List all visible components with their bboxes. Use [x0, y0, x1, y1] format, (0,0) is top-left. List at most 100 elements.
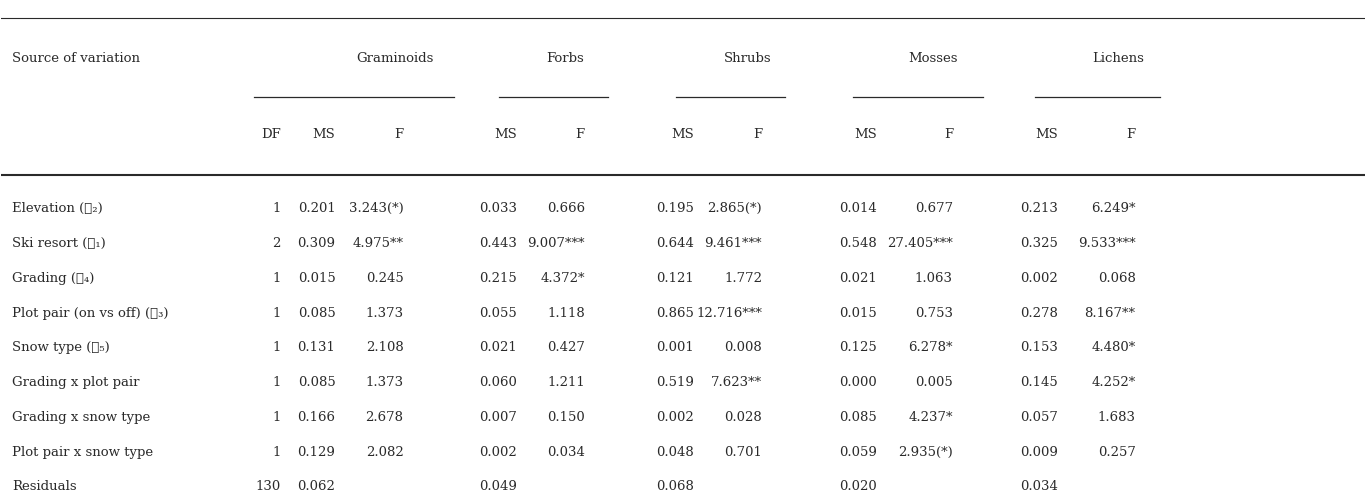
- Text: 2.108: 2.108: [366, 341, 403, 354]
- Text: 0.701: 0.701: [724, 446, 762, 458]
- Text: Grading x plot pair: Grading x plot pair: [12, 376, 139, 389]
- Text: 0.325: 0.325: [1020, 237, 1057, 250]
- Text: 0.068: 0.068: [656, 481, 694, 493]
- Text: 4.372*: 4.372*: [541, 272, 585, 285]
- Text: 4.252*: 4.252*: [1091, 376, 1135, 389]
- Text: Plot pair (on vs off) (ℓ₃): Plot pair (on vs off) (ℓ₃): [12, 307, 169, 319]
- Text: 0.028: 0.028: [724, 411, 762, 424]
- Text: F: F: [944, 128, 953, 141]
- Text: 0.005: 0.005: [915, 376, 953, 389]
- Text: 0.034: 0.034: [1020, 481, 1057, 493]
- Text: 0.865: 0.865: [656, 307, 694, 319]
- Text: 8.167**: 8.167**: [1085, 307, 1135, 319]
- Text: 0.121: 0.121: [656, 272, 694, 285]
- Text: Grading x snow type: Grading x snow type: [12, 411, 150, 424]
- Text: 4.480*: 4.480*: [1091, 341, 1135, 354]
- Text: 0.150: 0.150: [548, 411, 585, 424]
- Text: F: F: [575, 128, 585, 141]
- Text: 0.245: 0.245: [366, 272, 403, 285]
- Text: 27.405***: 27.405***: [887, 237, 953, 250]
- Text: 1: 1: [272, 446, 281, 458]
- Text: 4.975**: 4.975**: [352, 237, 403, 250]
- Text: 2.678: 2.678: [366, 411, 403, 424]
- Text: Snow type (ℓ₅): Snow type (ℓ₅): [12, 341, 111, 354]
- Text: 0.085: 0.085: [298, 376, 336, 389]
- Text: 0.000: 0.000: [839, 376, 877, 389]
- Text: 1.373: 1.373: [366, 376, 403, 389]
- Text: 1.118: 1.118: [548, 307, 585, 319]
- Text: Graminoids: Graminoids: [355, 52, 433, 65]
- Text: Lichens: Lichens: [1091, 52, 1143, 65]
- Text: 0.213: 0.213: [1020, 202, 1057, 215]
- Text: 9.007***: 9.007***: [527, 237, 585, 250]
- Text: 0.055: 0.055: [479, 307, 516, 319]
- Text: Forbs: Forbs: [546, 52, 585, 65]
- Text: MS: MS: [494, 128, 516, 141]
- Text: 130: 130: [255, 481, 281, 493]
- Text: 0.015: 0.015: [839, 307, 877, 319]
- Text: 0.427: 0.427: [546, 341, 585, 354]
- Text: 0.519: 0.519: [656, 376, 694, 389]
- Text: Plot pair x snow type: Plot pair x snow type: [12, 446, 153, 458]
- Text: 2.082: 2.082: [366, 446, 403, 458]
- Text: 0.443: 0.443: [479, 237, 516, 250]
- Text: 7.623**: 7.623**: [710, 376, 762, 389]
- Text: 1: 1: [272, 341, 281, 354]
- Text: 0.062: 0.062: [298, 481, 336, 493]
- Text: 0.068: 0.068: [1098, 272, 1135, 285]
- Text: 2: 2: [272, 237, 281, 250]
- Text: Elevation (ℓ₂): Elevation (ℓ₂): [12, 202, 102, 215]
- Text: 6.249*: 6.249*: [1091, 202, 1135, 215]
- Text: 3.243(*): 3.243(*): [348, 202, 403, 215]
- Text: MS: MS: [671, 128, 694, 141]
- Text: 1: 1: [272, 307, 281, 319]
- Text: 0.002: 0.002: [479, 446, 516, 458]
- Text: 0.644: 0.644: [656, 237, 694, 250]
- Text: 0.129: 0.129: [298, 446, 336, 458]
- Text: 0.021: 0.021: [479, 341, 516, 354]
- Text: 0.125: 0.125: [839, 341, 877, 354]
- Text: 0.166: 0.166: [298, 411, 336, 424]
- Text: Grading (ℓ₄): Grading (ℓ₄): [12, 272, 94, 285]
- Text: 0.145: 0.145: [1020, 376, 1057, 389]
- Text: 1.211: 1.211: [548, 376, 585, 389]
- Text: Residuals: Residuals: [12, 481, 76, 493]
- Text: 0.002: 0.002: [1020, 272, 1057, 285]
- Text: 0.677: 0.677: [915, 202, 953, 215]
- Text: 6.278*: 6.278*: [908, 341, 953, 354]
- Text: 0.195: 0.195: [656, 202, 694, 215]
- Text: 0.033: 0.033: [478, 202, 516, 215]
- Text: 0.021: 0.021: [839, 272, 877, 285]
- Text: 0.048: 0.048: [656, 446, 694, 458]
- Text: Source of variation: Source of variation: [12, 52, 141, 65]
- Text: 4.237*: 4.237*: [908, 411, 953, 424]
- Text: 1: 1: [272, 376, 281, 389]
- Text: F: F: [395, 128, 403, 141]
- Text: 0.002: 0.002: [656, 411, 694, 424]
- Text: 9.533***: 9.533***: [1078, 237, 1135, 250]
- Text: 0.034: 0.034: [546, 446, 585, 458]
- Text: 2.935(*): 2.935(*): [899, 446, 953, 458]
- Text: MS: MS: [313, 128, 336, 141]
- Text: 0.060: 0.060: [479, 376, 516, 389]
- Text: F: F: [753, 128, 762, 141]
- Text: 1.063: 1.063: [915, 272, 953, 285]
- Text: 0.153: 0.153: [1020, 341, 1057, 354]
- Text: 0.085: 0.085: [298, 307, 336, 319]
- Text: Mosses: Mosses: [908, 52, 958, 65]
- Text: 1.683: 1.683: [1098, 411, 1135, 424]
- Text: 0.008: 0.008: [724, 341, 762, 354]
- Text: MS: MS: [1035, 128, 1057, 141]
- Text: 1: 1: [272, 202, 281, 215]
- Text: 0.085: 0.085: [839, 411, 877, 424]
- Text: 1.373: 1.373: [366, 307, 403, 319]
- Text: 0.201: 0.201: [298, 202, 336, 215]
- Text: DF: DF: [261, 128, 281, 141]
- Text: 0.278: 0.278: [1020, 307, 1057, 319]
- Text: Shrubs: Shrubs: [724, 52, 772, 65]
- Text: 0.257: 0.257: [1098, 446, 1135, 458]
- Text: 0.548: 0.548: [839, 237, 877, 250]
- Text: 0.215: 0.215: [479, 272, 516, 285]
- Text: 0.309: 0.309: [298, 237, 336, 250]
- Text: 1.772: 1.772: [724, 272, 762, 285]
